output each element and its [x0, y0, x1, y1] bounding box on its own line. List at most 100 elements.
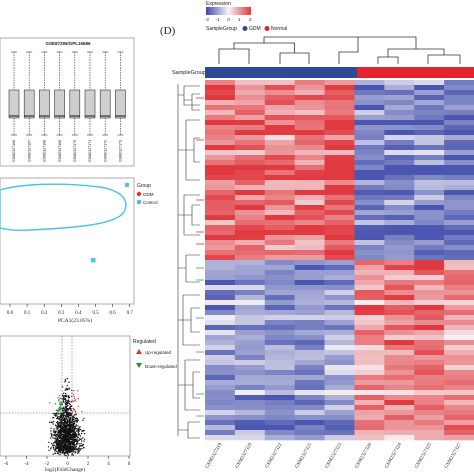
volcano-point — [59, 433, 61, 435]
volcano-point — [59, 401, 61, 403]
heatmap-cell — [384, 350, 415, 356]
heatmap-cell — [384, 235, 415, 241]
volcano-point — [63, 409, 65, 411]
pca-legend-control-marker — [137, 200, 141, 204]
heatmap-cell — [234, 420, 266, 426]
volcano-point — [68, 450, 71, 452]
heatmap-cell — [205, 245, 236, 251]
volcano-point — [59, 454, 61, 456]
pca-point — [91, 258, 96, 263]
volcano-point — [52, 447, 55, 449]
volcano-point — [57, 431, 59, 434]
heatmap-cell — [414, 120, 445, 126]
volcano-point — [76, 428, 78, 430]
heatmap-cell — [414, 145, 445, 151]
heatmap-column-label: GSM2327323 — [325, 442, 344, 469]
heatmap-cell — [234, 95, 266, 101]
heatmap-cell — [444, 85, 474, 91]
pca-tick-label: 0.4 — [75, 311, 82, 316]
volcano-point — [57, 425, 60, 427]
heatmap-cell — [324, 345, 355, 351]
volcano-point — [65, 405, 67, 408]
heatmap-cell — [264, 360, 295, 366]
heatmap-cell — [354, 95, 385, 101]
heatmap-cell — [264, 170, 295, 176]
heatmap-cell — [414, 210, 445, 216]
heatmap-cell — [444, 260, 474, 266]
heatmap-cell — [444, 180, 474, 186]
heatmap-cell — [294, 400, 325, 406]
volcano-point — [72, 432, 75, 435]
heatmap-cell — [414, 360, 445, 366]
heatmap-cell — [234, 185, 266, 191]
heatmap-cell — [354, 160, 385, 166]
volcano-point — [67, 400, 69, 402]
heatmap-cell — [384, 90, 415, 96]
heatmap-cell — [414, 240, 445, 246]
volcano-point — [75, 451, 77, 453]
heatmap-cell — [384, 190, 415, 196]
volcano-point — [60, 397, 62, 400]
heatmap-cell — [444, 170, 474, 176]
heatmap-cell — [294, 260, 325, 266]
heatmap-cell — [234, 425, 266, 431]
pca-tick-label: 0.3 — [58, 311, 65, 316]
volcano-point — [73, 446, 76, 448]
volcano-point — [54, 440, 56, 442]
heatmap-cell — [234, 170, 266, 176]
heatmap-cell — [234, 395, 266, 401]
volcano-point — [73, 426, 75, 428]
heatmap-cell — [324, 420, 355, 426]
heatmap-cell — [324, 230, 355, 236]
heatmap-cell — [414, 425, 445, 431]
heatmap-cell — [414, 300, 445, 306]
heatmap-cell — [444, 265, 474, 271]
volcano-point — [63, 429, 66, 431]
volcano-point — [70, 427, 72, 429]
heatmap-cell — [264, 105, 295, 111]
heatmap-cell — [354, 165, 385, 171]
volcano-point — [63, 395, 65, 397]
volcano-point — [64, 409, 66, 411]
heatmap-cell — [414, 370, 445, 376]
heatmap-cell — [264, 430, 295, 436]
annotation-row-label: SampleGroup — [172, 70, 206, 76]
heatmap-cell — [384, 200, 415, 206]
heatmap-cell — [264, 380, 295, 386]
heatmap-cell — [444, 120, 474, 126]
heatmap-cell — [354, 355, 385, 361]
volcano-point — [62, 419, 65, 422]
heatmap-cell — [384, 430, 415, 436]
heatmap-cell — [264, 190, 295, 196]
heatmap-cell — [205, 205, 236, 211]
heatmap-cell — [234, 240, 266, 246]
heatmap-cell — [414, 280, 445, 286]
heatmap-cell — [324, 245, 355, 251]
pca-tick-label: 0.7 — [127, 311, 134, 316]
volcano-point — [64, 440, 66, 442]
heatmap-cell — [354, 395, 385, 401]
volcano-point — [66, 451, 69, 453]
heatmap-cell — [324, 280, 355, 286]
heatmap-cell — [444, 435, 474, 441]
volcano-legend-down-label: Down-regulated — [145, 364, 177, 369]
volcano-point — [82, 429, 84, 432]
heatmap-cell — [234, 210, 266, 216]
heatmap-cell — [414, 200, 445, 206]
row-dendrogram-highlight-red — [196, 97, 204, 245]
heatmap-cell — [205, 165, 236, 171]
heatmap-cell — [324, 150, 355, 156]
heatmap-cell — [234, 125, 266, 131]
volcano-point — [73, 395, 75, 398]
heatmap-column-label: GSM2327321 — [295, 442, 314, 469]
volcano-point — [66, 434, 69, 436]
volcano-point — [65, 449, 68, 451]
heatmap-cell — [205, 220, 236, 226]
heatmap-cell — [234, 270, 266, 276]
heatmap-cell — [264, 135, 295, 141]
volcano-point — [59, 416, 61, 418]
heatmap-cell — [444, 110, 474, 116]
volcano-point — [60, 406, 62, 408]
heatmap-cell — [444, 325, 474, 331]
heatmap-cell — [444, 430, 474, 436]
